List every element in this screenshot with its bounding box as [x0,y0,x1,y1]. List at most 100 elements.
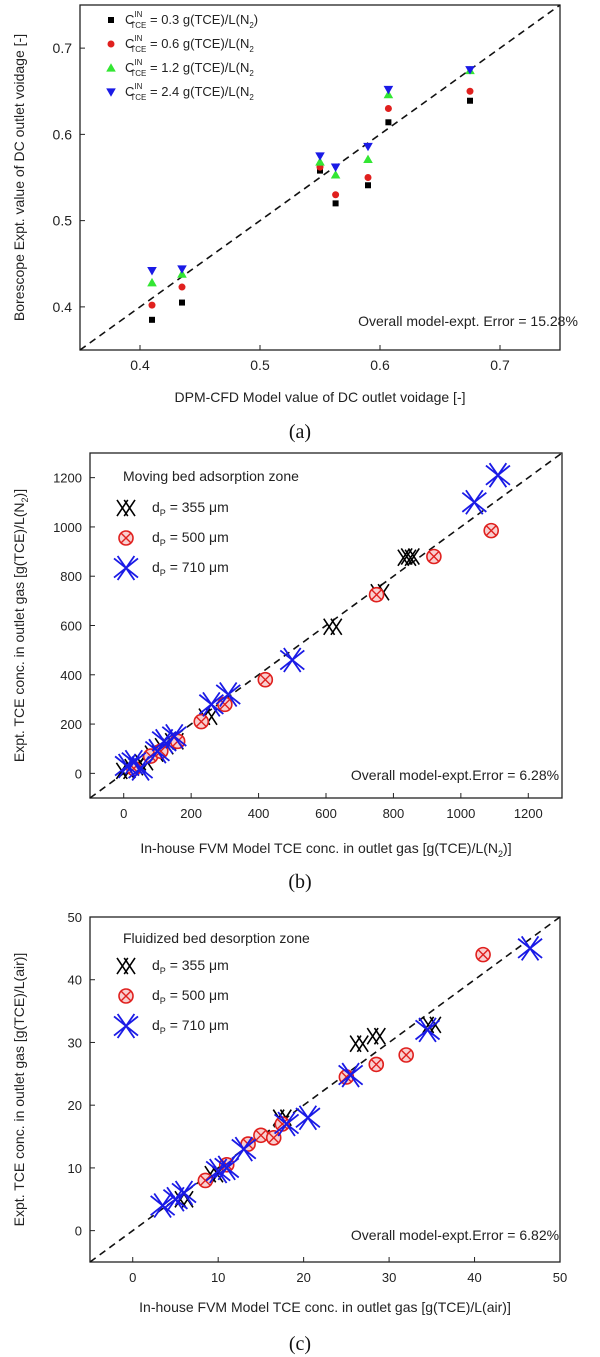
panel-title: Moving bed adsorption zone [123,468,299,484]
data-point [178,283,186,291]
data-point [273,1111,300,1137]
data-point [364,174,372,181]
parity-line [79,4,561,351]
y-tick-label: 1200 [53,471,82,486]
data-point [384,105,392,112]
legend-label: dP = 500 μm [152,987,229,1006]
legend-label: dP = 355 μm [152,499,229,518]
x-tick-label: 30 [382,1270,396,1285]
data-point [151,728,177,754]
data-point [253,1127,269,1144]
error-annotation: Overall model-expt. Error = 15.28% [358,313,578,329]
x-tick-label: 800 [383,806,405,821]
series-3 [114,462,511,781]
data-point [363,154,373,163]
legend-label: dP = 355 μm [152,957,229,976]
data-point [147,277,157,287]
data-point [295,1105,321,1131]
series-2 [197,946,491,1189]
y-tick-label: 0.4 [53,299,73,315]
data-point [197,1172,214,1189]
data-point [422,1016,442,1034]
data-point [214,1155,240,1181]
data-point [397,549,417,567]
data-point [461,489,487,515]
data-point [315,152,325,161]
series-3 [150,935,543,1219]
data-point [257,671,274,688]
data-point [147,267,157,276]
data-point [485,462,511,488]
data-point [349,1035,369,1053]
series-4 [147,66,475,276]
data-point [150,1193,176,1219]
x-tick-label: 0.5 [250,357,270,373]
panel-caption: (a) [289,421,311,443]
chart-panel-b: 0 200 400 600 800 1000 1200 0 200 400 600 800 1000 12… [11,452,563,893]
legend-marker [118,988,134,1004]
legend-marker [116,499,136,517]
data-point [517,935,543,961]
data-point [475,946,491,963]
x-tick-label: 200 [180,806,202,821]
x-tick-label: 400 [248,806,270,821]
y-tick-label: 0.7 [53,40,73,56]
data-point [338,1062,364,1088]
panel-caption: (b) [288,871,311,893]
legend-marker [108,17,114,23]
data-point [205,1158,231,1184]
y-tick-label: 0.6 [53,126,73,142]
y-tick-label: 20 [68,1098,82,1113]
legend-label: CIN TCE = 0.6 g(TCE)/L(N2 [125,34,254,54]
data-point [193,713,210,730]
legend-label: dP = 710 μm [152,1017,229,1036]
panel-title: Fluidized bed desorption zone [123,930,310,946]
data-point [177,265,187,274]
error-annotation: Overall model-expt.Error = 6.82% [351,1227,559,1243]
data-point [161,723,187,749]
y-tick-label: 50 [68,910,82,925]
legend: dP = 355 μm dP = 500 μm dP = 710 μm [113,957,229,1039]
x-tick-label: 0 [120,806,127,821]
data-point [114,753,140,779]
x-tick-label: 1200 [514,806,543,821]
data-point [265,1130,282,1146]
x-tick-label: 0.4 [130,357,150,373]
data-point [467,97,473,104]
legend-marker [118,530,134,546]
data-point [215,681,241,708]
x-tick-label: 50 [553,1270,567,1285]
data-point [330,170,341,179]
panel-caption: (c) [289,1333,311,1355]
error-annotation: Overall model-expt.Error = 6.28% [351,767,559,783]
y-tick-label: 40 [68,973,82,988]
legend-marker [116,957,136,975]
data-point [148,301,156,309]
data-point [466,87,474,95]
x-axis-label: In-house FVM Model TCE conc. in outlet g… [139,1299,511,1315]
data-point [363,142,373,152]
data-point [483,522,500,539]
data-point [465,66,475,75]
data-point [368,586,385,603]
x-tick-label: 0.6 [370,357,390,373]
data-point [414,1017,441,1043]
legend: dP = 355 μm dP = 500 μm dP = 710 μm [113,499,229,581]
x-tick-label: 20 [296,1270,310,1285]
legend-marker [113,1013,139,1039]
chart-panel-c: 0 10 20 30 40 50 0 10 20 30 40 50 Fluidized bed deso… [11,910,567,1355]
y-tick-label: 1000 [53,520,82,535]
y-tick-label: 200 [60,717,82,732]
data-point [332,191,340,199]
x-axis-label: In-house FVM Model TCE conc. in outlet g… [140,840,511,859]
data-point [323,618,343,636]
data-point [171,1180,197,1206]
data-point [366,1027,386,1045]
legend-label: CIN TCE = 2.4 g(TCE)/L(N2 [125,82,254,102]
legend-marker [113,555,139,581]
y-tick-label: 0.5 [53,213,73,229]
y-axis-label: Expt. TCE conc. in outlet gas [g(TCE)/L(… [11,489,30,762]
data-point [385,119,392,126]
data-point [398,1047,414,1063]
